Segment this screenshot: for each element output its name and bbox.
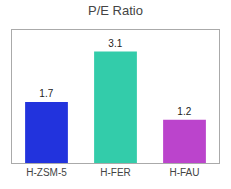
svg-text:3.1: 3.1 [108, 38, 122, 49]
svg-text:H-FAU: H-FAU [170, 167, 200, 178]
svg-text:H-ZSM-5: H-ZSM-5 [26, 167, 67, 178]
svg-text:1.2: 1.2 [177, 106, 191, 117]
svg-text:H-FER: H-FER [100, 167, 131, 178]
svg-text:P/E Ratio: P/E Ratio [88, 3, 143, 18]
svg-text:1.7: 1.7 [39, 88, 53, 99]
